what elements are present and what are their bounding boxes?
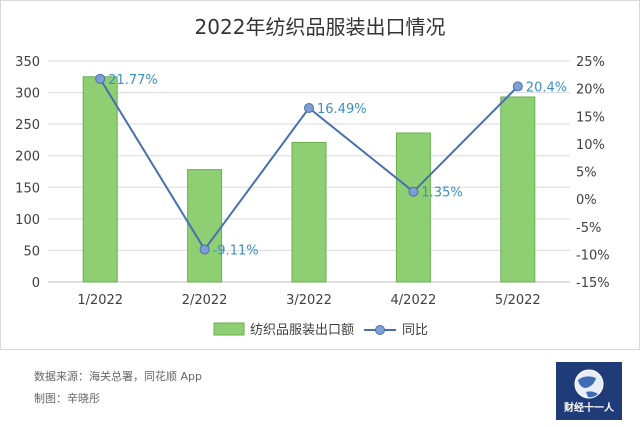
x-tick-label: 4/2022 xyxy=(391,293,437,308)
legend-bar-swatch xyxy=(213,322,245,336)
y-right-tick-label: 0% xyxy=(576,193,597,208)
legend-line-label: 同比 xyxy=(402,323,428,338)
y-left-tick-label: 300 xyxy=(15,87,40,102)
globe-icon xyxy=(574,369,604,399)
y-left-tick-label: 250 xyxy=(15,118,40,133)
bar xyxy=(187,169,223,283)
yoy-point xyxy=(199,244,210,255)
x-tick-label: 2/2022 xyxy=(182,293,228,308)
y-right-tick-label: 10% xyxy=(576,138,605,153)
bar xyxy=(500,96,536,283)
y-right-tick-label: -10% xyxy=(576,248,610,263)
y-left-tick-label: 50 xyxy=(23,244,40,259)
y-right-tick-label: -5% xyxy=(576,221,601,236)
legend-bar-label: 纺织品服装出口额 xyxy=(250,323,354,338)
y-right-tick-label: 25% xyxy=(576,55,605,70)
data-label: 21.77% xyxy=(108,73,158,88)
publisher-logo: 财经十一人 xyxy=(556,362,622,420)
y-right-tick-label: 5% xyxy=(576,166,597,181)
y-left-tick-label: 150 xyxy=(15,181,40,196)
chart-title: 2022年纺织品服装出口情况 xyxy=(195,15,446,39)
source-note: 数据来源：海关总署，同花顺 App xyxy=(34,370,202,383)
y-left-tick-label: 100 xyxy=(15,213,40,228)
chart-frame: 2022年纺织品服装出口情况 0 50 100 150 200 250 300 350 -15% -… xyxy=(0,0,640,350)
y-left-tick-label: 0 xyxy=(32,276,40,291)
data-label: 20.4% xyxy=(526,80,567,95)
x-tick-label: 1/2022 xyxy=(77,293,123,308)
yoy-point xyxy=(408,186,419,197)
bar xyxy=(395,132,431,283)
x-tick-label: 3/2022 xyxy=(286,293,332,308)
y-right-tick-label: 20% xyxy=(576,83,605,98)
y-right-tick-label: -15% xyxy=(576,276,610,291)
yoy-point xyxy=(95,73,106,84)
bar xyxy=(291,141,327,283)
author-note: 制图：辛晓彤 xyxy=(34,392,100,405)
logo-text: 财经十一人 xyxy=(564,403,614,414)
y-right-tick-label: 15% xyxy=(576,110,605,125)
x-tick-label: 5/2022 xyxy=(495,293,541,308)
data-label: 16.49% xyxy=(317,102,367,117)
y-left-tick-label: 200 xyxy=(15,150,40,165)
y-left-tick-label: 350 xyxy=(15,55,40,70)
legend-line-marker xyxy=(375,325,385,335)
yoy-point xyxy=(512,81,523,92)
data-label: 1.35% xyxy=(421,186,462,201)
data-label: -9.11% xyxy=(213,243,259,258)
yoy-point xyxy=(304,103,314,114)
chart-svg: 2022年纺织品服装出口情况 0 50 100 150 200 250 300 350 -15% -… xyxy=(0,0,640,350)
bar xyxy=(82,76,118,283)
